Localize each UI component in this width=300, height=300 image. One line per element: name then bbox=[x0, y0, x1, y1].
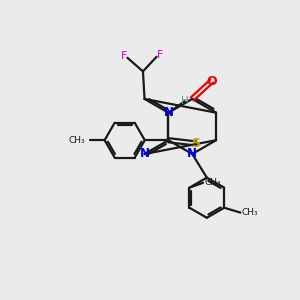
Text: N: N bbox=[187, 148, 197, 160]
Text: F: F bbox=[121, 51, 127, 61]
Text: CH₃: CH₃ bbox=[242, 208, 259, 217]
Text: S: S bbox=[191, 137, 200, 150]
Text: CH₃: CH₃ bbox=[68, 136, 85, 145]
Text: O: O bbox=[206, 75, 217, 88]
Text: H: H bbox=[181, 96, 188, 106]
Text: N: N bbox=[140, 148, 150, 160]
Text: F: F bbox=[157, 50, 163, 60]
Text: CH₃: CH₃ bbox=[205, 178, 221, 187]
Text: N: N bbox=[164, 106, 173, 119]
